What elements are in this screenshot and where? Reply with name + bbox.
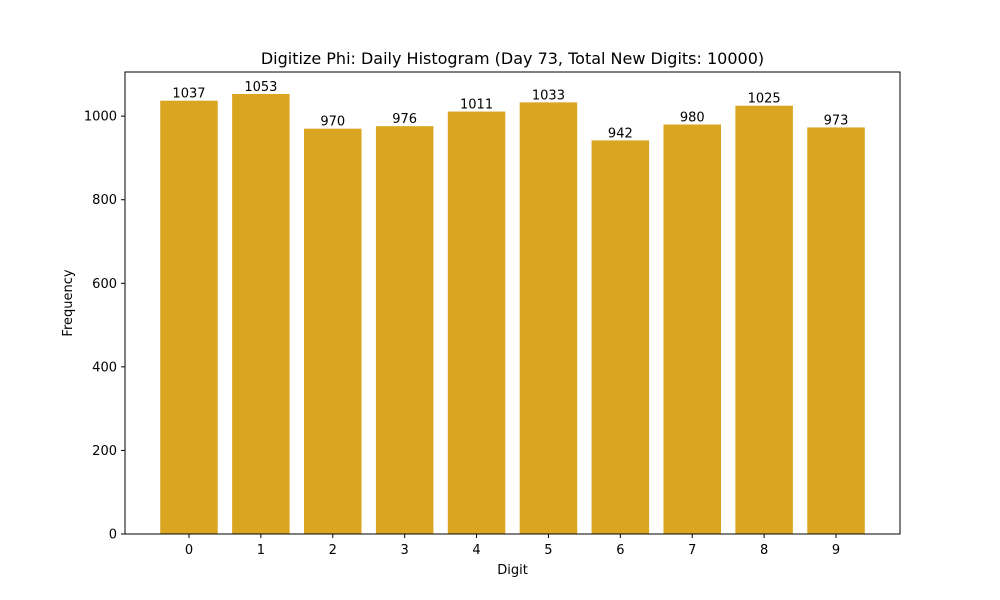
y-tick-label: 1000 [84,110,117,125]
y-tick-label: 400 [92,360,117,375]
x-axis-label: Digit [497,563,528,578]
bar-value-labels: 1037 1053 970 976 1011 1033 942 980 1025 973 [172,80,848,141]
bar-digit-4 [447,111,506,534]
y-tick-label: 200 [92,444,117,459]
bars-group [160,94,865,535]
bar-value-label: 1025 [748,92,781,107]
bar-value-label: 942 [608,126,633,141]
x-tick-label: 2 [329,543,337,558]
x-tick-label: 1 [257,543,265,558]
x-tick-label: 0 [185,543,193,558]
y-tick-label: 0 [109,528,117,543]
y-tick-label: 600 [92,277,117,292]
y-axis-ticks: 0 200 400 600 800 1000 [84,110,125,543]
x-tick-label: 4 [472,543,480,558]
bar-value-label: 970 [320,115,345,130]
bar-digit-1 [232,94,290,534]
bar-digit-3 [375,126,434,534]
bar-digit-6 [591,140,650,534]
bar-value-label: 1037 [172,87,205,102]
bar-value-label: 973 [824,113,849,128]
bar-value-label: 1053 [244,80,277,95]
x-tick-label: 5 [544,543,552,558]
bar-value-label: 1011 [460,98,493,113]
bar-value-label: 1033 [532,88,565,103]
chart-title: Digitize Phi: Daily Histogram (Day 73, T… [261,49,764,68]
plot-area-frame [124,71,901,535]
x-tick-label: 6 [616,543,624,558]
y-axis-label: Frequency [61,269,76,336]
bar-value-label: 976 [392,112,417,127]
x-axis-ticks: 0 1 2 3 4 5 6 7 8 9 [185,534,840,558]
bar-digit-9 [807,127,865,535]
x-tick-label: 9 [832,543,840,558]
bar-digit-5 [519,102,578,534]
bar-digit-2 [304,128,362,534]
x-tick-label: 8 [760,543,768,558]
x-tick-label: 7 [688,543,696,558]
bar-digit-8 [735,105,793,535]
bar-digit-7 [663,124,721,534]
bar-digit-0 [160,100,218,534]
x-tick-label: 3 [401,543,409,558]
y-tick-label: 800 [92,193,117,208]
bar-value-label: 980 [680,111,705,126]
